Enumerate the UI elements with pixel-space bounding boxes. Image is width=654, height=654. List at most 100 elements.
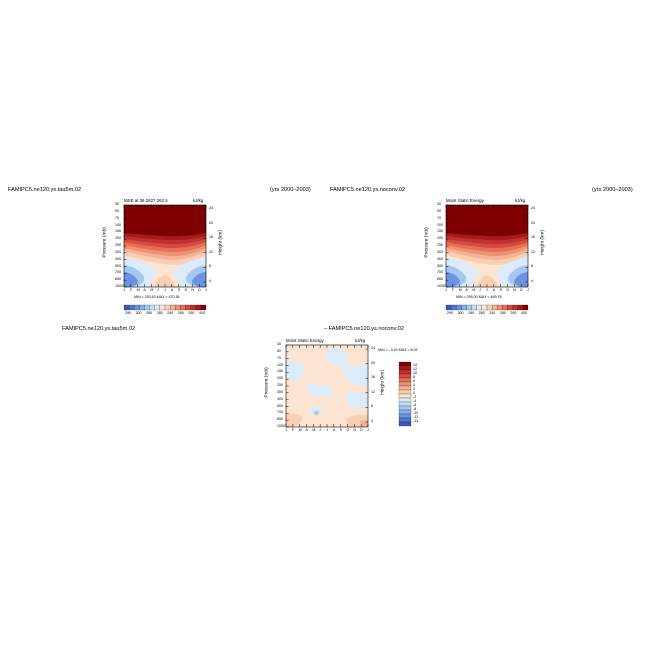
panel2-case-title: FAMIPC5.ne120.ys.noconv.02 xyxy=(330,187,406,193)
p3-pressure-label: 100 xyxy=(277,362,283,367)
panel3-case-title: – FAMIPC5.ne120.ys.noconv.02 xyxy=(324,326,404,332)
p3-height-label: 4 xyxy=(371,419,373,423)
colorbar-cell xyxy=(497,304,503,311)
p3-month-label: J xyxy=(367,428,369,432)
panel1-minmax: MIN = 293.63 MAX = 470.36 xyxy=(134,295,180,299)
colorbar-cell xyxy=(512,304,518,311)
p2cb-label: 280 xyxy=(478,311,485,315)
panel1-colorbar xyxy=(123,304,207,311)
p3-pressure-label: 70 xyxy=(277,355,281,360)
p1-height-label: 4 xyxy=(209,279,211,283)
panel2-contour-plot xyxy=(445,204,529,288)
p1-pressure-label: 150 xyxy=(115,229,121,234)
colorbar-cell xyxy=(185,304,191,311)
panel3-colorbar-label: -12 xyxy=(413,415,419,419)
panel3-colorbar-label: 8 xyxy=(413,375,415,379)
contour-band xyxy=(124,257,206,287)
colorbar-cell xyxy=(476,304,482,311)
p2-pressure-label: 500 xyxy=(437,263,443,268)
p2-pressure-label: 200 xyxy=(437,236,443,241)
colorbar-cell xyxy=(190,304,196,311)
p3-month-label: M xyxy=(298,428,302,432)
panel1-years: (yrs 2000–2003) xyxy=(270,187,311,193)
contour-band xyxy=(514,272,528,287)
colorbar-cell xyxy=(398,377,412,383)
p1-month-label: J xyxy=(157,288,159,292)
p1-pressure-label: 1000 xyxy=(115,284,123,288)
panel1-var-label: MSE at 36.2627 262.5 xyxy=(124,198,168,203)
panel1-ylabel-right: Height (km) xyxy=(218,230,224,255)
p1-pressure-label: 300 xyxy=(115,249,121,254)
p2-month-label: A xyxy=(492,288,496,292)
colorbar-cell xyxy=(507,304,513,311)
p1-height-label: 12 xyxy=(209,249,213,254)
p3-pressure-label: 150 xyxy=(277,369,283,374)
p1cb-label: 290 xyxy=(188,311,195,315)
p3-month-label: J xyxy=(319,428,321,432)
p3-pressure-label: 850 xyxy=(277,417,283,422)
panel2-colorbar xyxy=(445,304,529,311)
colorbar-cell xyxy=(492,304,498,311)
p1cb-label: 300 xyxy=(135,311,142,315)
p1cb-label: 280 xyxy=(177,311,184,315)
p3-month-label: O xyxy=(346,428,350,432)
colorbar-cell xyxy=(398,413,412,419)
p1cb-label: 400 xyxy=(199,311,205,315)
p1-pressure-label: 30 xyxy=(115,202,119,206)
panel3-colorbar-label: 4 xyxy=(413,383,415,387)
p3-month-label: A xyxy=(305,428,308,432)
contour-band xyxy=(192,272,206,287)
p1-pressure-label: 200 xyxy=(115,236,121,241)
p1-month-label: A xyxy=(143,288,146,292)
p1-pressure-label: 500 xyxy=(115,263,121,268)
colorbar-cell xyxy=(164,304,171,311)
p3-height-label: 20 xyxy=(371,360,375,365)
p2-month-label: S xyxy=(499,288,503,292)
p1-month-label: D xyxy=(198,288,201,292)
p1-month-label: M xyxy=(150,288,154,292)
p1-pressure-label: 100 xyxy=(115,222,121,227)
panel3-colorbar-label: 10 xyxy=(413,371,417,375)
p3-pressure-label: 30 xyxy=(277,342,281,346)
p2cb-label: 290 xyxy=(447,311,453,315)
colorbar-cell xyxy=(398,421,412,427)
colorbar-cell xyxy=(170,304,176,311)
colorbar-cell xyxy=(180,304,186,311)
colorbar-cell xyxy=(123,304,130,311)
colorbar-cell xyxy=(139,304,145,311)
contour-band xyxy=(345,392,368,408)
p1-month-label: J xyxy=(205,288,207,292)
contour-band xyxy=(446,257,528,287)
p3-height-label: 12 xyxy=(371,389,375,394)
p2-month-label: J xyxy=(486,288,488,292)
p2-height-label: 20 xyxy=(531,220,535,225)
p1-height-label: 8 xyxy=(209,264,211,269)
panel3-colorbar-label: -6 xyxy=(413,403,417,407)
panel2-var-label: Moist Static Energy xyxy=(446,198,484,203)
colorbar-cell xyxy=(398,369,412,375)
panel3-ylabel: Pressure (mb) xyxy=(264,367,270,398)
panel3-colorbar-label: -4 xyxy=(413,399,417,403)
p3-pressure-label: 400 xyxy=(277,396,283,401)
colorbar-cell xyxy=(398,409,412,415)
p3-height-label: 16 xyxy=(371,375,375,380)
panel3-contour-plot xyxy=(285,344,369,428)
contour-band xyxy=(286,361,306,380)
p1-pressure-label: 700 xyxy=(115,270,121,275)
colorbar-cell xyxy=(517,304,523,311)
colorbar-cell xyxy=(445,304,452,311)
p1-month-label: F xyxy=(129,288,133,292)
colorbar-cell xyxy=(398,393,412,399)
colorbar-cell xyxy=(144,304,150,311)
p1-pressure-label: 50 xyxy=(115,208,119,213)
p1-month-label: A xyxy=(170,288,174,292)
panel3-colorbar-label: 2 xyxy=(413,387,415,391)
p2-month-label: J xyxy=(527,288,529,292)
colorbar-cell xyxy=(398,401,412,407)
p2cb-label: 240 xyxy=(489,311,496,315)
panel1-case-title: FAMIPC5.ne120.ys.tau5m.02 xyxy=(8,187,82,193)
colorbar-cell xyxy=(175,304,181,311)
p2cb-label: 280 xyxy=(468,311,475,315)
panel1-ylabel: Pressure (mb) xyxy=(102,227,108,258)
p1cb-label: 280 xyxy=(156,311,163,315)
